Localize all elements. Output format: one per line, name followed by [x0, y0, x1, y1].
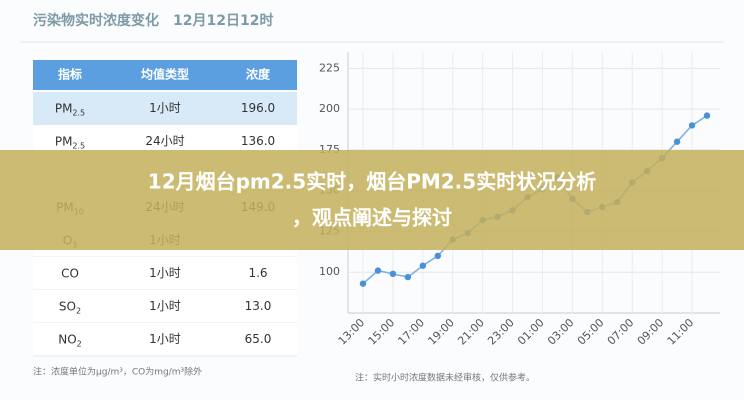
table-header-cell: 浓度 — [246, 67, 271, 82]
pollutant-sub: 2 — [76, 306, 81, 315]
table-cell: 136.0 — [241, 134, 275, 148]
header: 污染物实时浓度变化 12月12日12时 — [33, 12, 273, 29]
chart-note: 注：实时小时浓度数据未经审核，仅供参考。 — [355, 372, 535, 384]
point — [673, 138, 681, 145]
pollutant-sub: 2.5 — [72, 141, 85, 150]
table-row-bg — [33, 92, 297, 125]
y-tick-label: 225 — [319, 61, 340, 74]
banner-title: ，观点阐述与探讨 — [292, 206, 452, 230]
point — [434, 252, 441, 260]
table-cell: 196.0 — [241, 101, 275, 115]
pollutant-sub: 2.5 — [72, 108, 85, 117]
table-cell: 1小时 — [149, 101, 181, 115]
pollutant: PM — [55, 101, 73, 115]
table-cell: 24小时 — [145, 134, 184, 148]
table-note: 注：浓度单位为μg/m³，CO为mg/m³除外 — [33, 366, 202, 378]
header-time: 12月12日12时 — [173, 12, 273, 29]
pollutant: NO — [58, 332, 76, 346]
y-tick-label: 100 — [319, 265, 340, 278]
point — [404, 273, 412, 281]
y-tick-label: 200 — [319, 102, 340, 115]
table-row-bg — [33, 290, 297, 323]
table-row-bg — [33, 323, 297, 356]
table-cell: PM2.5 — [55, 101, 85, 117]
point — [419, 262, 427, 269]
table-header-bg — [33, 60, 297, 90]
table-header-cell: 指标 — [58, 67, 82, 82]
pollutant: CO — [61, 266, 79, 280]
header-title: 污染物实时浓度变化 — [33, 12, 159, 29]
table-header-cell: 均值类型 — [141, 67, 189, 82]
pollutant: SO — [59, 299, 76, 313]
table-cell: NO2 — [58, 332, 82, 348]
table-cell: CO — [61, 266, 79, 280]
point — [703, 112, 711, 119]
table-cell: 1.6 — [248, 266, 267, 280]
pollutant-sub: 2 — [77, 339, 82, 348]
table-cell: 1小时 — [149, 266, 181, 280]
point — [374, 267, 382, 274]
table-cell: 1小时 — [149, 299, 181, 313]
pollutant: PM — [55, 134, 73, 148]
banner-title: 12月烟台pm2.5实时，烟台PM2.5实时状况分析 — [148, 170, 596, 194]
point — [688, 122, 696, 129]
banner — [0, 150, 744, 250]
point — [389, 270, 397, 278]
table-cell: 1小时 — [149, 332, 181, 346]
point — [359, 280, 367, 287]
table-cell: PM2.5 — [55, 134, 85, 150]
table-cell: SO2 — [59, 299, 81, 315]
table-cell: 65.0 — [245, 332, 272, 346]
table-cell: 13.0 — [245, 299, 272, 313]
table-row-bg — [33, 257, 297, 290]
